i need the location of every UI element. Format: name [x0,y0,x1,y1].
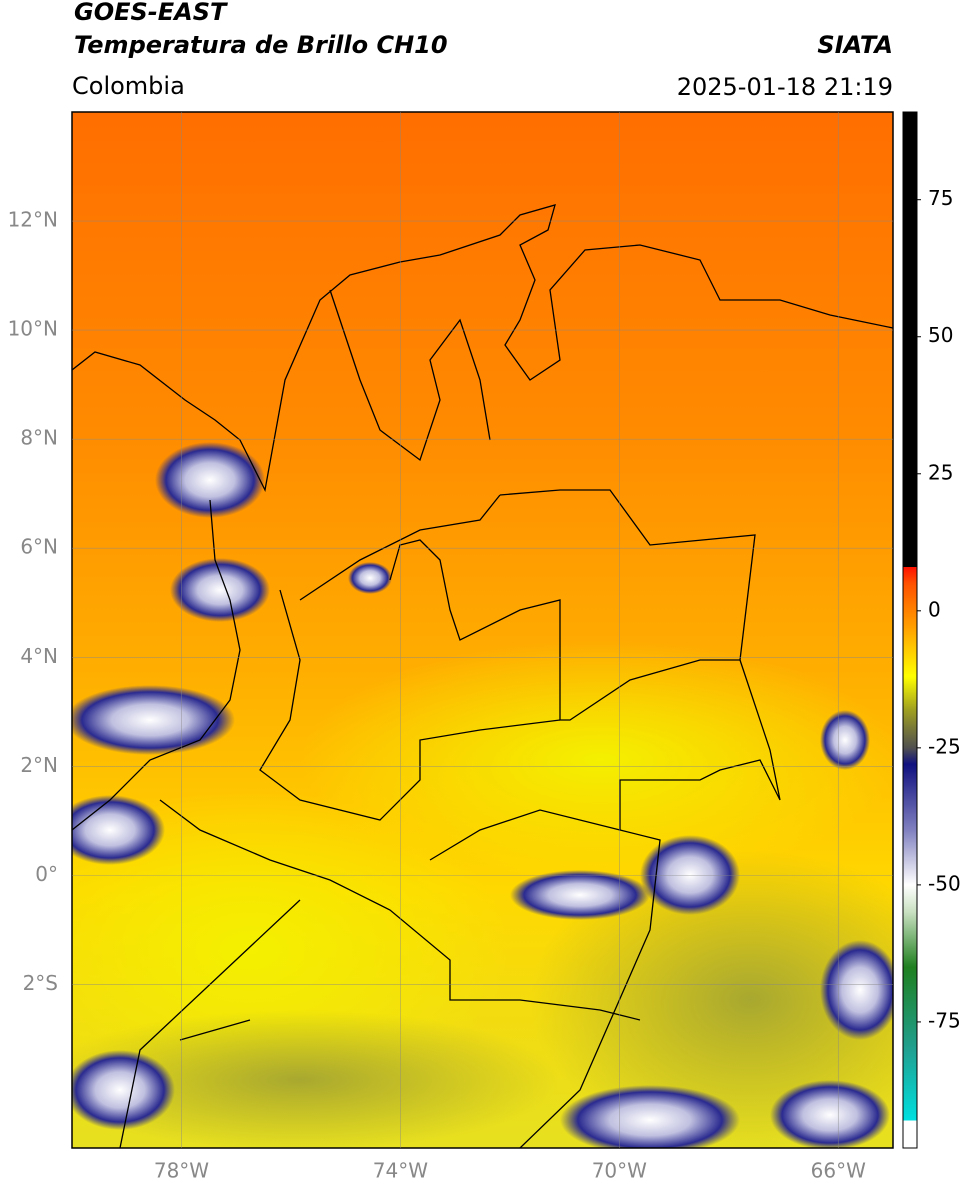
lat-tick-label: 2°N [20,753,58,777]
colorbar-tick-label: -25 [928,734,961,758]
colorbar-tick-label: 25 [928,460,953,484]
region: Colombia [72,72,185,100]
colorbar-tick-label: 75 [928,186,953,210]
colorbar-tick-label: -50 [928,871,961,895]
lon-tick-label: 74°W [373,1159,428,1183]
lat-tick-label: 4°N [20,644,58,668]
source: SIATA [817,31,893,59]
map-frame [71,111,894,1149]
colorbar [902,111,918,1149]
colorbar-tick-label: 0 [928,597,941,621]
title-line2: Temperatura de Brillo CH10 [74,31,448,59]
datetime: 2025-01-18 21:19 [677,73,893,101]
title-line1: GOES-EAST [74,0,228,26]
lat-tick-label: 6°N [20,535,58,559]
colorbar-tick-label: -75 [928,1008,961,1032]
lon-tick-label: 78°W [154,1159,209,1183]
lon-tick-label: 66°W [811,1159,866,1183]
colorbar-tick-label: 50 [928,323,953,347]
lat-tick-label: 0° [35,862,58,886]
lat-tick-label: 2°S [23,971,58,995]
map-image [72,112,893,1148]
lon-tick-label: 70°W [592,1159,647,1183]
lat-tick-label: 8°N [20,426,58,450]
lat-tick-label: 10°N [8,317,58,341]
lat-tick-label: 12°N [8,208,58,232]
